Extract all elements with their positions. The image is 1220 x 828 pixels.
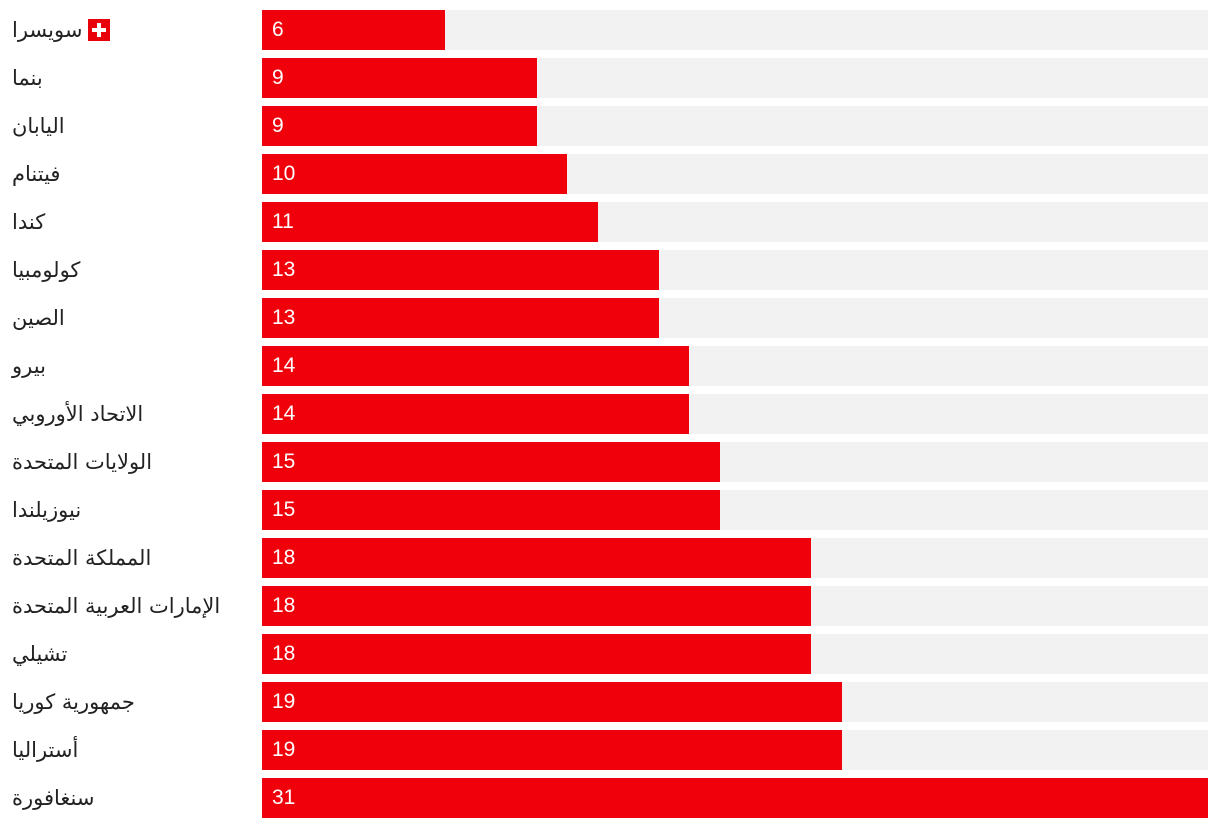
category-label-group: تشيلي bbox=[12, 634, 252, 674]
category-label: جمهورية كوريا bbox=[12, 690, 135, 714]
bar-row: 18 الإمارات العربية المتحدة bbox=[0, 586, 1220, 626]
category-label-group: اليابان bbox=[12, 106, 252, 146]
bar-row: 19 جمهورية كوريا bbox=[0, 682, 1220, 722]
bar-value-label: 15 bbox=[272, 450, 296, 473]
category-label: الولايات المتحدة bbox=[12, 450, 153, 474]
category-label: فيتنام bbox=[12, 162, 61, 186]
bar bbox=[262, 538, 811, 578]
category-label-group: المملكة المتحدة bbox=[12, 538, 252, 578]
bar-row: 18 المملكة المتحدة bbox=[0, 538, 1220, 578]
bar-value-label: 18 bbox=[272, 594, 296, 617]
category-label: كندا bbox=[12, 210, 46, 234]
bar-row: 14 بيرو bbox=[0, 346, 1220, 386]
category-label: كولومبيا bbox=[12, 258, 81, 282]
category-label-group: الاتحاد الأوروبي bbox=[12, 394, 252, 434]
bar-value-label: 13 bbox=[272, 258, 296, 281]
category-label-group: بنما bbox=[12, 58, 252, 98]
category-label-group: جمهورية كوريا bbox=[12, 682, 252, 722]
category-label: نيوزيلندا bbox=[12, 498, 82, 522]
bar-row: 10 فيتنام bbox=[0, 154, 1220, 194]
bar bbox=[262, 106, 537, 146]
bar-value-label: 14 bbox=[272, 402, 296, 425]
bar bbox=[262, 298, 659, 338]
category-label-group: الولايات المتحدة bbox=[12, 442, 252, 482]
bar bbox=[262, 202, 598, 242]
bar-value-label: 19 bbox=[272, 690, 296, 713]
category-label: الإمارات العربية المتحدة bbox=[12, 594, 221, 618]
category-label-group: كولومبيا bbox=[12, 250, 252, 290]
bar bbox=[262, 394, 689, 434]
bar bbox=[262, 442, 720, 482]
bar bbox=[262, 682, 842, 722]
bar-value-label: 6 bbox=[272, 18, 284, 41]
bar bbox=[262, 250, 659, 290]
bar bbox=[262, 490, 720, 530]
bar-value-label: 9 bbox=[272, 66, 284, 89]
bar-row: 14 الاتحاد الأوروبي bbox=[0, 394, 1220, 434]
category-label: أستراليا bbox=[12, 738, 79, 762]
bar bbox=[262, 634, 811, 674]
bar-row: 11 كندا bbox=[0, 202, 1220, 242]
bar bbox=[262, 154, 567, 194]
bar-row: 9 بنما bbox=[0, 58, 1220, 98]
category-label: الصين bbox=[12, 306, 65, 330]
category-label: اليابان bbox=[12, 114, 65, 138]
category-label: سنغافورة bbox=[12, 786, 95, 810]
bar-row: 13 الصين bbox=[0, 298, 1220, 338]
bar bbox=[262, 346, 689, 386]
bar-value-label: 31 bbox=[272, 786, 296, 809]
bar-value-label: 14 bbox=[272, 354, 296, 377]
bar-row: 15 الولايات المتحدة bbox=[0, 442, 1220, 482]
category-label-group: فيتنام bbox=[12, 154, 252, 194]
category-label-group: نيوزيلندا bbox=[12, 490, 252, 530]
bar bbox=[262, 58, 537, 98]
bar-value-label: 13 bbox=[272, 306, 296, 329]
category-label-group: بيرو bbox=[12, 346, 252, 386]
bar-value-label: 15 bbox=[272, 498, 296, 521]
category-label: المملكة المتحدة bbox=[12, 546, 152, 570]
category-label: بنما bbox=[12, 66, 43, 90]
category-label-group: سويسرا bbox=[12, 10, 252, 50]
bar-value-label: 10 bbox=[272, 162, 296, 185]
category-label-group: أستراليا bbox=[12, 730, 252, 770]
bar-row: 6 سويسرا bbox=[0, 10, 1220, 50]
category-label-group: سنغافورة bbox=[12, 778, 252, 818]
category-label-group: الإمارات العربية المتحدة bbox=[12, 586, 252, 626]
category-label: الاتحاد الأوروبي bbox=[12, 402, 144, 426]
bar-value-label: 18 bbox=[272, 642, 296, 665]
bar-row: 15 نيوزيلندا bbox=[0, 490, 1220, 530]
bar-row: 9 اليابان bbox=[0, 106, 1220, 146]
bar-row: 18 تشيلي bbox=[0, 634, 1220, 674]
bar-row: 13 كولومبيا bbox=[0, 250, 1220, 290]
bar-value-label: 18 bbox=[272, 546, 296, 569]
bar bbox=[262, 730, 842, 770]
category-label: بيرو bbox=[12, 354, 46, 378]
category-label: سويسرا bbox=[12, 18, 83, 42]
category-label-group: الصين bbox=[12, 298, 252, 338]
bar bbox=[262, 10, 445, 50]
bar bbox=[262, 586, 811, 626]
category-label: تشيلي bbox=[12, 642, 68, 666]
bar-row: 31 سنغافورة bbox=[0, 778, 1220, 818]
bar-value-label: 19 bbox=[272, 738, 296, 761]
bar-row: 19 أستراليا bbox=[0, 730, 1220, 770]
bar-value-label: 9 bbox=[272, 114, 284, 137]
swiss-flag-icon bbox=[88, 19, 111, 41]
bar bbox=[262, 778, 1208, 818]
category-label-group: كندا bbox=[12, 202, 252, 242]
bar-value-label: 11 bbox=[272, 210, 294, 233]
